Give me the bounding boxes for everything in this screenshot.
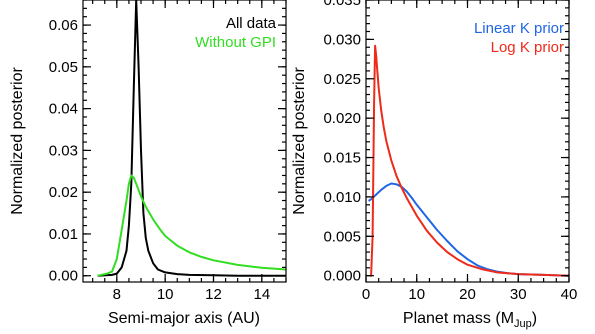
- legend-linear-k-prior: Linear K prior: [474, 20, 564, 37]
- right-x-tick-label: 20: [459, 286, 476, 303]
- right-series-linear-k-prior-line: [367, 182, 569, 277]
- legend-log-k-prior: Log K prior: [491, 39, 564, 56]
- legend-without-gpi: Without GPI: [195, 34, 276, 51]
- left-y-tick-label: 0.04: [49, 101, 78, 118]
- left-series-without-gpi-line: [97, 174, 286, 277]
- right-y-tick-label: 0.010: [323, 189, 361, 206]
- left-x-tick-label: 12: [205, 286, 222, 303]
- right-y-tick-label: 0.030: [323, 31, 361, 48]
- right-x-axis-title-main: Planet mass (M: [403, 310, 514, 327]
- right-y-tick-label: 0.020: [323, 110, 361, 127]
- right-x-tick-label: 40: [561, 286, 578, 303]
- left-x-axis-title: Semi-major axis (AU): [108, 310, 260, 327]
- left-y-tick-label: 0.00: [49, 268, 78, 285]
- right-x-axis-title-subscript: Jup: [514, 318, 532, 330]
- left-y-tick-label: 0.06: [49, 17, 78, 34]
- right-x-tick-label: 10: [408, 286, 425, 303]
- right-panel: 0 10 20 30 40 0.000 0.005 0.010 0.015 0.020 0.025…: [291, 0, 577, 330]
- right-y-axis-title: Normalized posterior: [291, 67, 308, 215]
- right-x-tick-label: 0: [362, 286, 370, 303]
- left-x-tick-label: 14: [253, 286, 270, 303]
- right-series-log-k-prior-line: [370, 44, 569, 277]
- left-y-tick-label: 0.02: [49, 184, 78, 201]
- left-y-tick-label: 0.03: [49, 142, 78, 159]
- right-y-tick-label: 0.015: [323, 150, 361, 167]
- right-x-axis: 0 10 20 30 40: [362, 0, 578, 303]
- left-panel: 8 10 12 14 0.00 0.01 0.02 0.03 0.04 0.05 0.06 Sem…: [9, 0, 287, 327]
- legend-all-data: All data: [226, 15, 277, 32]
- right-x-axis-title: Planet mass (MJup): [403, 310, 537, 330]
- left-plot-curves: [97, 0, 286, 277]
- right-y-tick-label: 0.035: [323, 0, 361, 9]
- right-x-tick-label: 30: [510, 286, 527, 303]
- left-series-all-data-line: [97, 0, 286, 277]
- right-y-tick-label: 0.000: [323, 268, 361, 285]
- left-y-tick-label: 0.01: [49, 226, 78, 243]
- right-y-axis: 0.000 0.005 0.010 0.015 0.020 0.025 0.030 0.035: [323, 0, 569, 285]
- right-y-tick-label: 0.025: [323, 71, 361, 88]
- right-x-axis-title-end: ): [532, 310, 537, 327]
- left-x-axis: 8 10 12 14: [92, 0, 287, 303]
- left-x-tick-label: 10: [157, 286, 174, 303]
- right-plot-curves: [367, 44, 569, 277]
- left-y-axis: 0.00 0.01 0.02 0.03 0.04 0.05 0.06: [49, 0, 286, 285]
- left-x-tick-label: 8: [113, 286, 121, 303]
- left-y-axis-title: Normalized posterior: [9, 67, 26, 215]
- left-plot-frame: [82, 0, 287, 283]
- right-y-tick-label: 0.005: [323, 228, 361, 245]
- left-y-tick-label: 0.05: [49, 59, 78, 76]
